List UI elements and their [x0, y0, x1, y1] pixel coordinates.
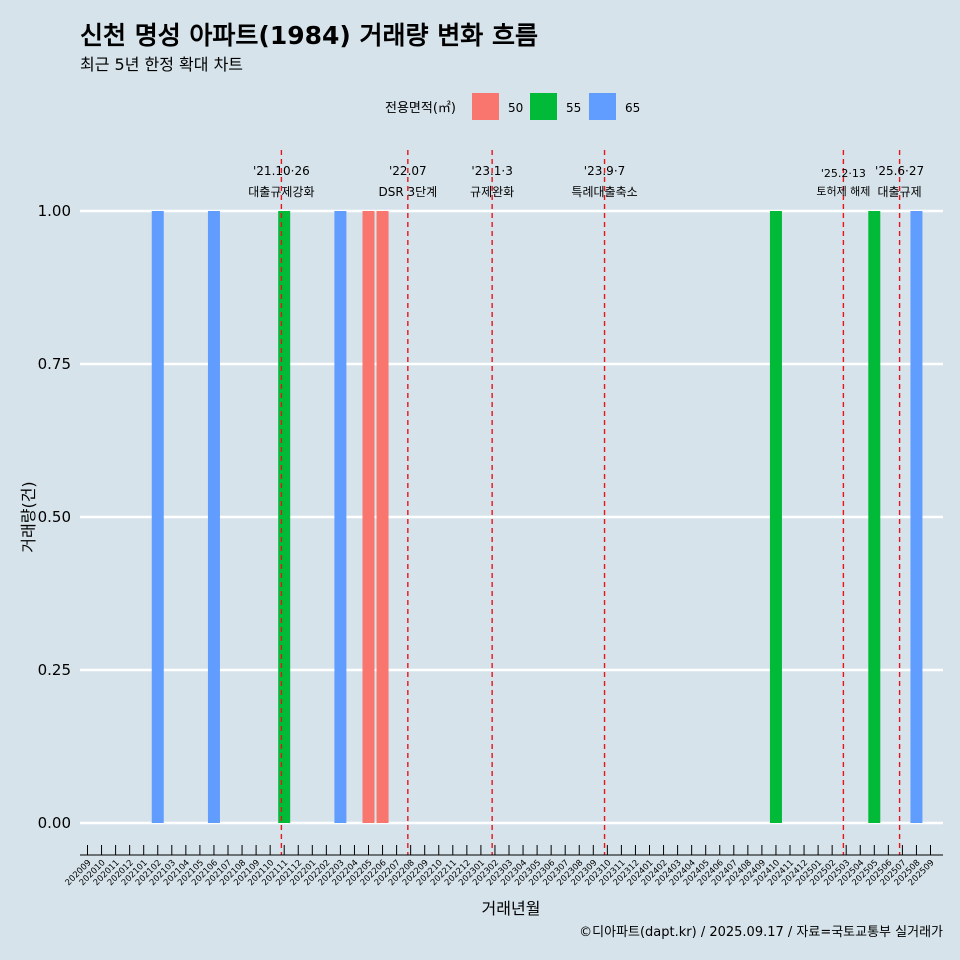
event-lines: '21.10·26 대출규제강화 '22.07 DSR 3단계 '23.1·3 규제완화 '… [248, 150, 924, 855]
bar-202206-50 [376, 211, 389, 823]
y-tick-label: 0.75 [38, 355, 71, 373]
legend-label-50: 50 [508, 101, 523, 115]
legend-label-65: 65 [625, 101, 640, 115]
event-name-label: 대출규제 [878, 185, 922, 199]
bar-202205-50 [362, 211, 375, 823]
bar-202102-65 [151, 211, 164, 823]
event-name-label: 규제완화 [470, 185, 514, 199]
bar-202410-55 [769, 211, 782, 823]
y-axis: 0.00 0.25 0.50 0.75 1.00 [38, 202, 71, 832]
bars [151, 211, 923, 823]
event-date-label: '23.9·7 [584, 164, 625, 178]
bar-202508-65 [910, 211, 923, 823]
event-name-label: 대출규제강화 [248, 185, 314, 199]
event-name-label: 토허제 해제 [816, 184, 870, 198]
y-tick-label: 1.00 [38, 202, 71, 220]
event-date-label: '22.07 [389, 164, 427, 178]
event-date-label: '23.1·3 [471, 164, 512, 178]
bar-202505-55 [868, 211, 881, 823]
event-date-label: '21.10·26 [253, 164, 310, 178]
chart-subtitle: 최근 5년 한정 확대 차트 [80, 55, 243, 74]
gridlines [80, 209, 943, 825]
legend-title: 전용면적(㎡) [385, 101, 456, 116]
caption: ©디아파트(dapt.kr) / 2025.09.17 / 자료=국토교통부 실… [579, 925, 943, 940]
event-name-label: DSR 3단계 [378, 185, 437, 199]
y-axis-title: 거래량(건) [19, 481, 38, 552]
legend-swatch-50 [472, 93, 499, 120]
legend-label-55: 55 [566, 101, 581, 115]
event-name-label: 특례대출축소 [571, 185, 637, 199]
y-tick-label: 0.00 [38, 814, 71, 832]
legend-swatch-55 [530, 93, 557, 120]
bar-202106-65 [207, 211, 220, 823]
event-date-label: '25.6·27 [875, 164, 924, 178]
event-date-label: '25.2·13 [821, 167, 866, 180]
x-axis-title: 거래년월 [482, 899, 541, 918]
y-tick-label: 0.25 [38, 661, 71, 679]
bar-202111-55 [278, 211, 291, 823]
chart-title: 신천 명성 아파트(1984) 거래량 변화 흐름 [80, 21, 538, 50]
x-axis: 2020092020102020112020122021012021022021… [64, 845, 943, 888]
bar-202203-65 [334, 211, 347, 823]
y-tick-label: 0.50 [38, 508, 71, 526]
legend: 전용면적(㎡) 50 55 65 [385, 93, 640, 120]
legend-swatch-65 [589, 93, 616, 120]
